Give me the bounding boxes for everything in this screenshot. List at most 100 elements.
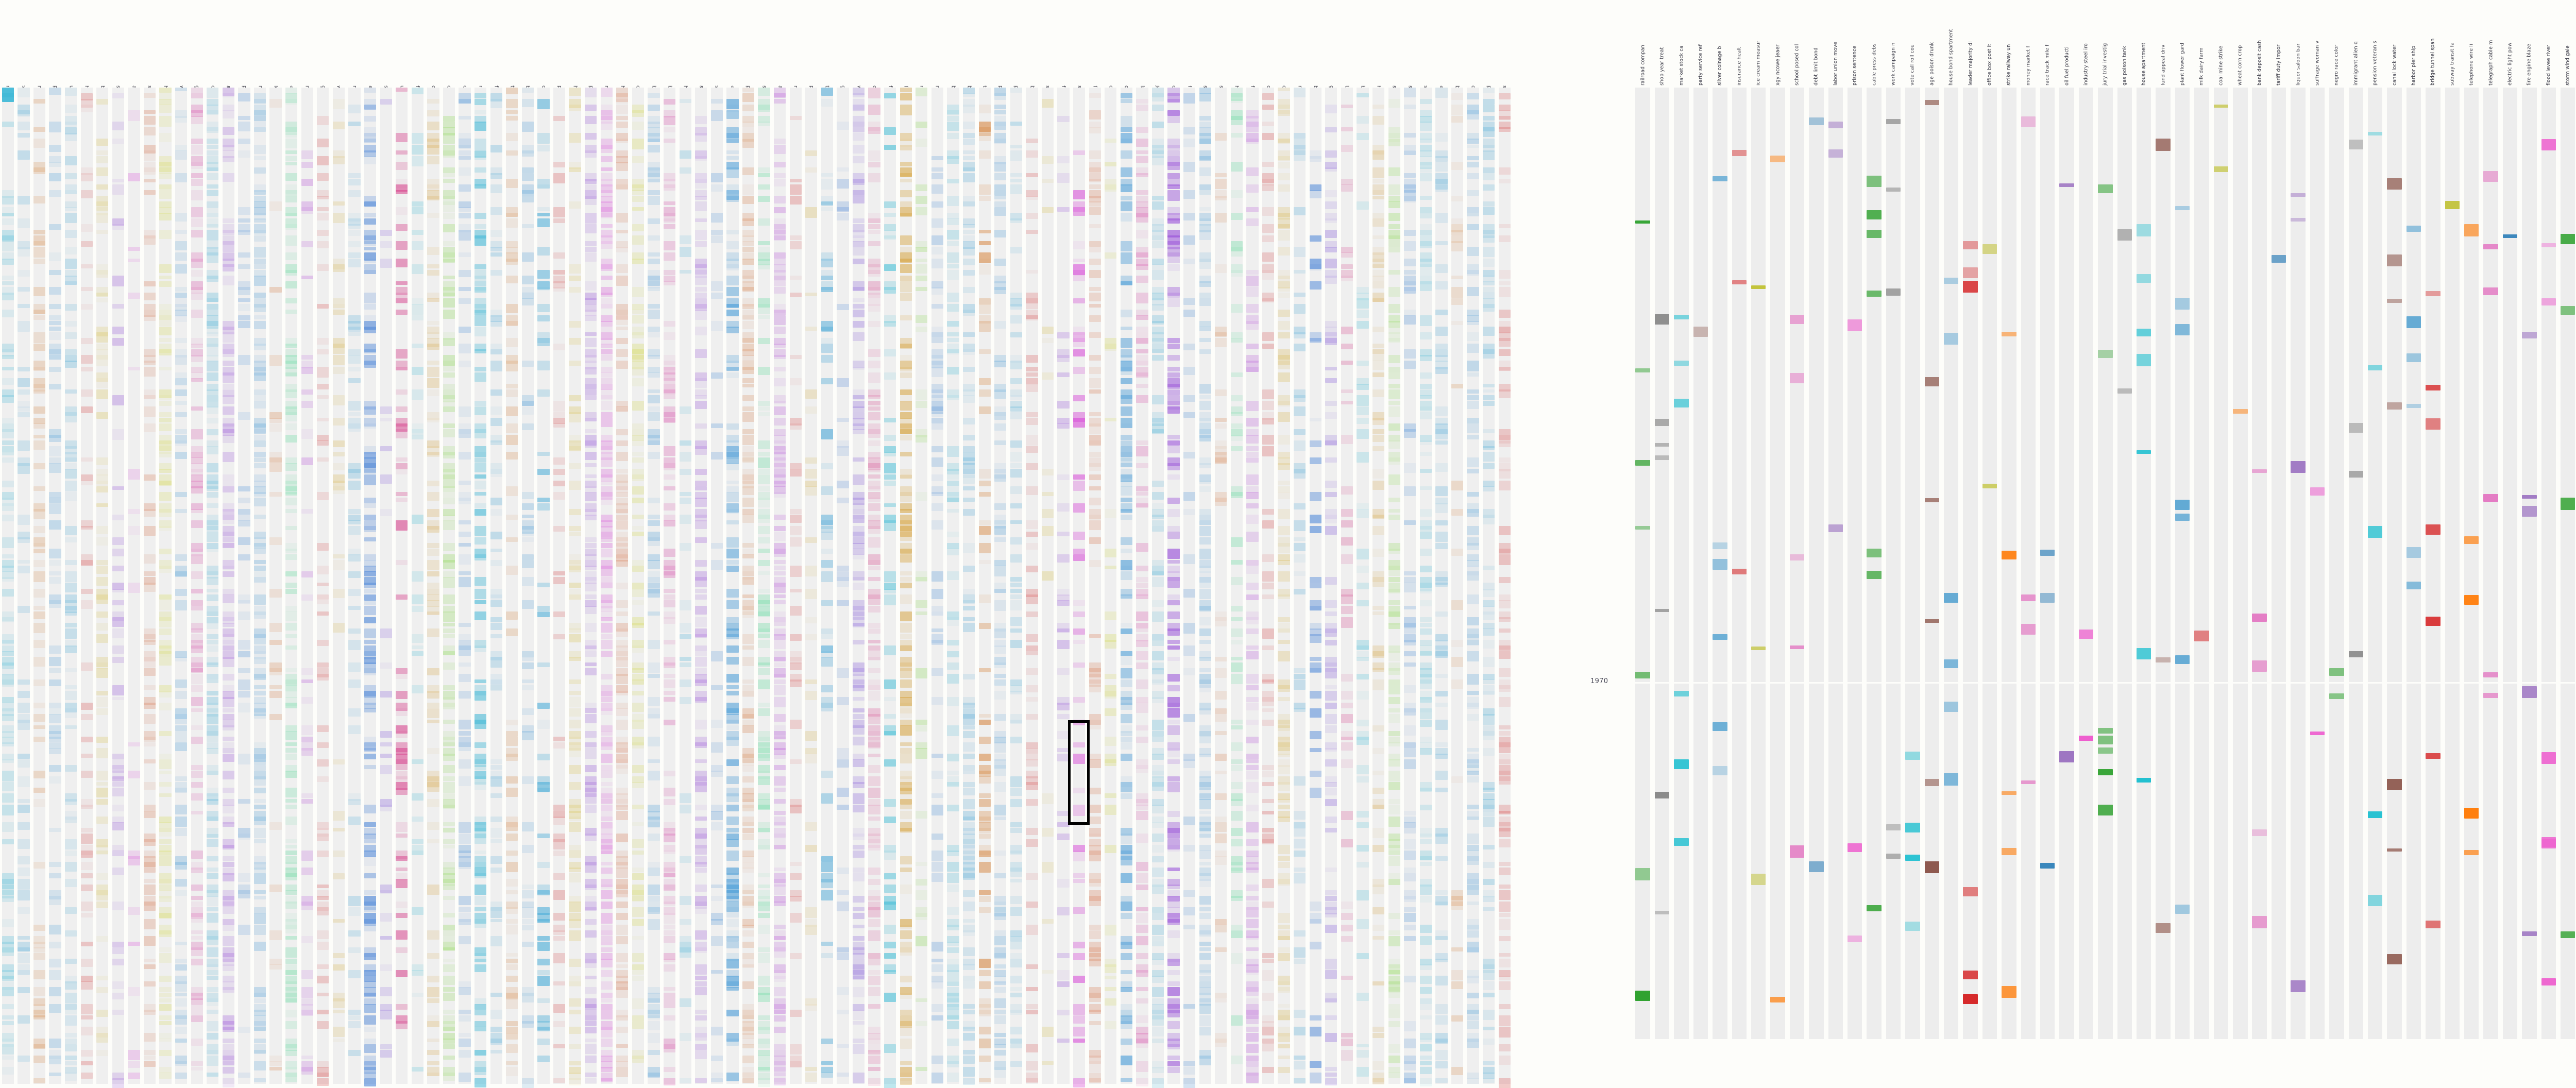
left-column[interactable]	[63, 88, 79, 1084]
left-column[interactable]	[94, 88, 110, 1084]
left-column[interactable]	[472, 88, 488, 1088]
left-column[interactable]	[693, 88, 709, 1084]
left-band	[900, 88, 912, 92]
left-band	[994, 850, 1007, 856]
left-band	[978, 890, 991, 895]
left-column[interactable]	[47, 88, 63, 1084]
left-band	[348, 178, 361, 186]
left-column[interactable]	[142, 88, 158, 1084]
left-band	[537, 99, 550, 110]
left-column[interactable]	[882, 88, 898, 1088]
left-column-label: peace talk accord	[803, 0, 819, 130]
left-band	[159, 508, 172, 518]
left-band	[679, 634, 691, 639]
left-column[interactable]	[803, 88, 819, 1084]
left-column[interactable]	[488, 88, 504, 1084]
left-column[interactable]	[914, 88, 930, 1084]
left-column[interactable]	[457, 88, 473, 1084]
left-column[interactable]	[410, 88, 426, 1084]
left-column[interactable]	[283, 88, 299, 1084]
left-column[interactable]	[394, 88, 410, 1084]
left-column[interactable]	[299, 88, 315, 1084]
left-band	[80, 1015, 93, 1019]
left-column[interactable]	[630, 88, 646, 1084]
left-column[interactable]	[158, 88, 174, 1084]
left-column[interactable]	[110, 88, 126, 1088]
left-band	[427, 1015, 439, 1021]
left-column[interactable]	[252, 88, 268, 1084]
left-column[interactable]	[615, 88, 631, 1084]
left-band	[837, 868, 849, 875]
left-band	[742, 1078, 755, 1083]
left-column[interactable]	[709, 88, 725, 1084]
left-column[interactable]	[551, 88, 567, 1084]
left-column[interactable]	[520, 88, 536, 1088]
left-column[interactable]	[189, 88, 205, 1084]
left-column[interactable]	[740, 88, 756, 1084]
left-column[interactable]	[79, 88, 95, 1084]
left-band	[474, 885, 487, 895]
left-column[interactable]	[1008, 88, 1024, 1084]
left-band	[64, 1010, 77, 1015]
left-band	[443, 1027, 455, 1031]
left-column[interactable]	[945, 88, 961, 1084]
left-column[interactable]	[725, 88, 741, 1084]
left-column[interactable]	[315, 88, 331, 1086]
left-band	[994, 913, 1007, 921]
left-band	[521, 298, 534, 305]
left-column[interactable]	[867, 88, 883, 1086]
left-band	[821, 600, 833, 606]
left-column[interactable]	[362, 88, 378, 1087]
left-band	[695, 349, 707, 358]
left-column[interactable]	[977, 88, 993, 1084]
left-column[interactable]	[0, 88, 16, 1084]
left-band	[506, 133, 518, 141]
left-column[interactable]	[426, 88, 442, 1084]
left-column[interactable]	[961, 88, 977, 1085]
left-column[interactable]	[536, 88, 552, 1084]
left-column[interactable]	[756, 88, 772, 1087]
left-band	[128, 1049, 140, 1060]
left-band	[632, 976, 645, 981]
left-band	[2, 805, 14, 816]
left-band	[285, 645, 298, 650]
left-band	[537, 662, 550, 667]
left-column[interactable]	[16, 88, 32, 1084]
left-column[interactable]	[599, 88, 615, 1084]
left-column[interactable]	[772, 88, 788, 1085]
left-column[interactable]	[851, 88, 867, 1084]
left-column[interactable]	[347, 88, 363, 1084]
left-column[interactable]	[662, 88, 677, 1085]
left-column[interactable]	[567, 88, 583, 1086]
left-column[interactable]	[441, 88, 457, 1084]
left-column[interactable]	[835, 88, 851, 1084]
left-band	[632, 742, 645, 749]
left-column[interactable]	[378, 88, 394, 1084]
left-column[interactable]	[646, 88, 662, 1084]
left-column[interactable]	[126, 88, 142, 1084]
left-column[interactable]	[788, 88, 804, 1084]
left-column[interactable]	[583, 88, 599, 1084]
left-column[interactable]	[331, 88, 347, 1084]
left-column[interactable]	[173, 88, 189, 1084]
left-band	[947, 366, 959, 375]
left-column[interactable]	[221, 88, 236, 1088]
left-column[interactable]	[992, 88, 1008, 1084]
left-column[interactable]	[819, 88, 835, 1084]
left-column[interactable]	[898, 88, 914, 1085]
left-band	[962, 122, 975, 129]
left-band	[159, 885, 172, 891]
left-band	[758, 440, 770, 449]
left-column[interactable]	[504, 88, 520, 1084]
left-band	[301, 736, 313, 742]
left-column[interactable]	[31, 88, 47, 1084]
left-band	[191, 139, 203, 144]
left-band	[411, 645, 423, 650]
left-column[interactable]	[205, 88, 221, 1084]
left-column[interactable]	[236, 88, 252, 1084]
left-column[interactable]	[929, 88, 945, 1084]
left-band	[742, 981, 755, 989]
left-band	[616, 161, 629, 171]
left-column[interactable]	[677, 88, 693, 1084]
left-column[interactable]	[268, 88, 284, 1084]
